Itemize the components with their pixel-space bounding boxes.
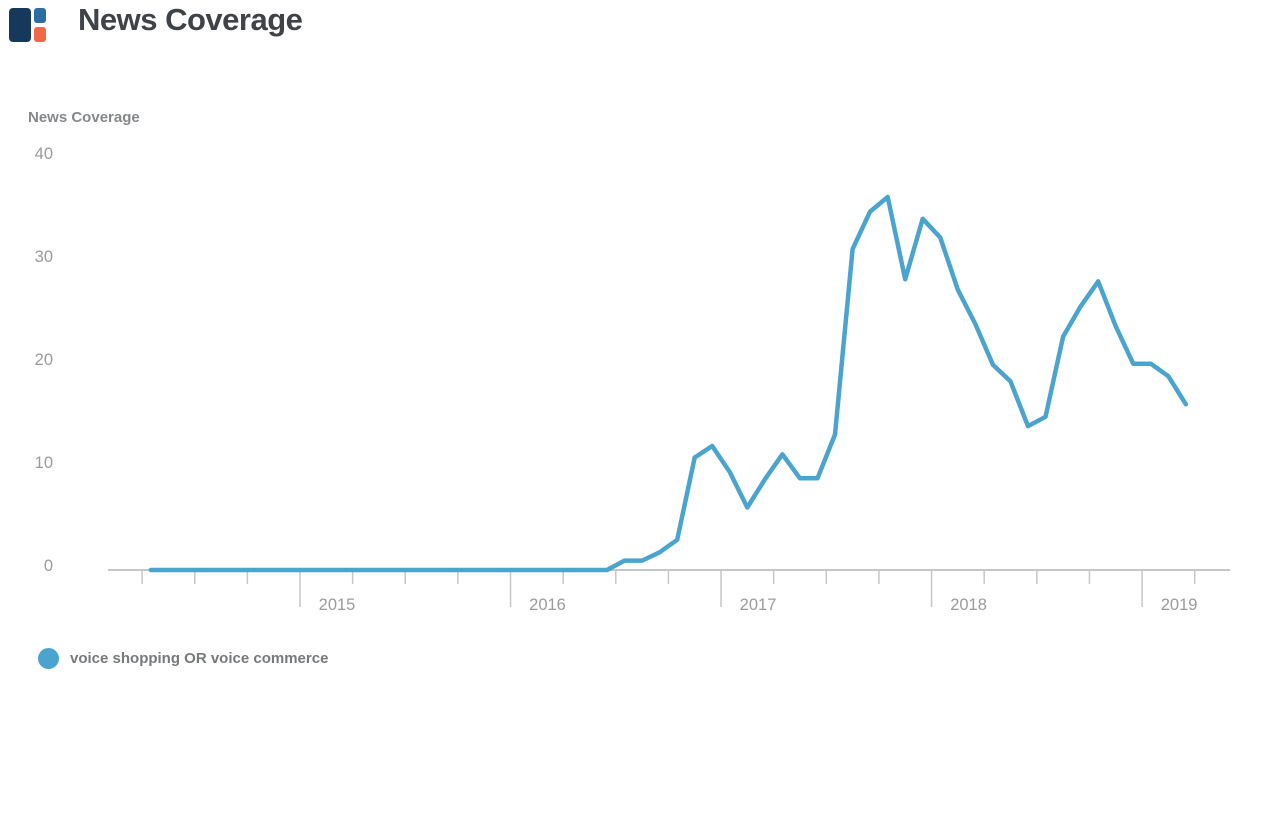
header: News Coverage (0, 0, 1282, 60)
logo-blue-square (34, 8, 46, 23)
x-tick-label: 2015 (319, 596, 356, 614)
page-title: News Coverage (78, 2, 303, 37)
x-tick-label: 2017 (740, 596, 777, 614)
y-tick-label: 10 (35, 454, 53, 472)
legend-marker (38, 647, 59, 669)
x-tick-label: 2018 (950, 596, 987, 614)
y-tick-label: 20 (35, 351, 53, 369)
cb-insights-logo-icon (9, 8, 46, 42)
y-tick-label: 0 (44, 557, 53, 575)
y-tick-label: 30 (35, 248, 53, 266)
legend-item[interactable]: voice shopping OR voice commerce (38, 646, 328, 670)
y-tick-label: 40 (35, 145, 53, 163)
logo-navy-block (9, 8, 31, 42)
legend-label: voice shopping OR voice commerce (70, 649, 329, 667)
logo-orange-square (34, 27, 46, 42)
series-line[interactable] (148, 194, 1189, 573)
x-tick-label: 2019 (1161, 596, 1198, 614)
y-axis-title: News Coverage (28, 109, 140, 126)
x-tick-label: 2016 (529, 596, 566, 614)
